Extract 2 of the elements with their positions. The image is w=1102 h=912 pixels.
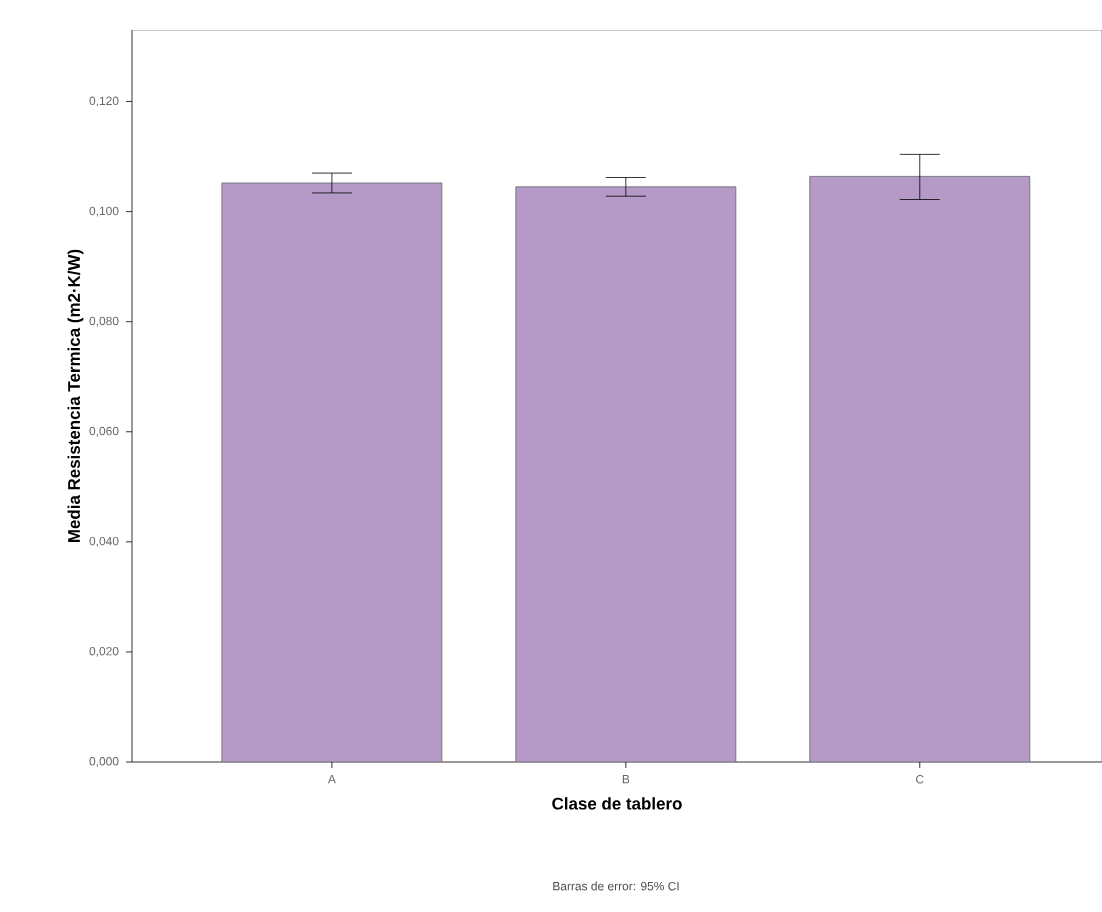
y-axis-title: Media Resistencia Termica (m2·K/W) bbox=[67, 249, 84, 543]
x-axis-title: Clase de tablero bbox=[552, 797, 682, 810]
